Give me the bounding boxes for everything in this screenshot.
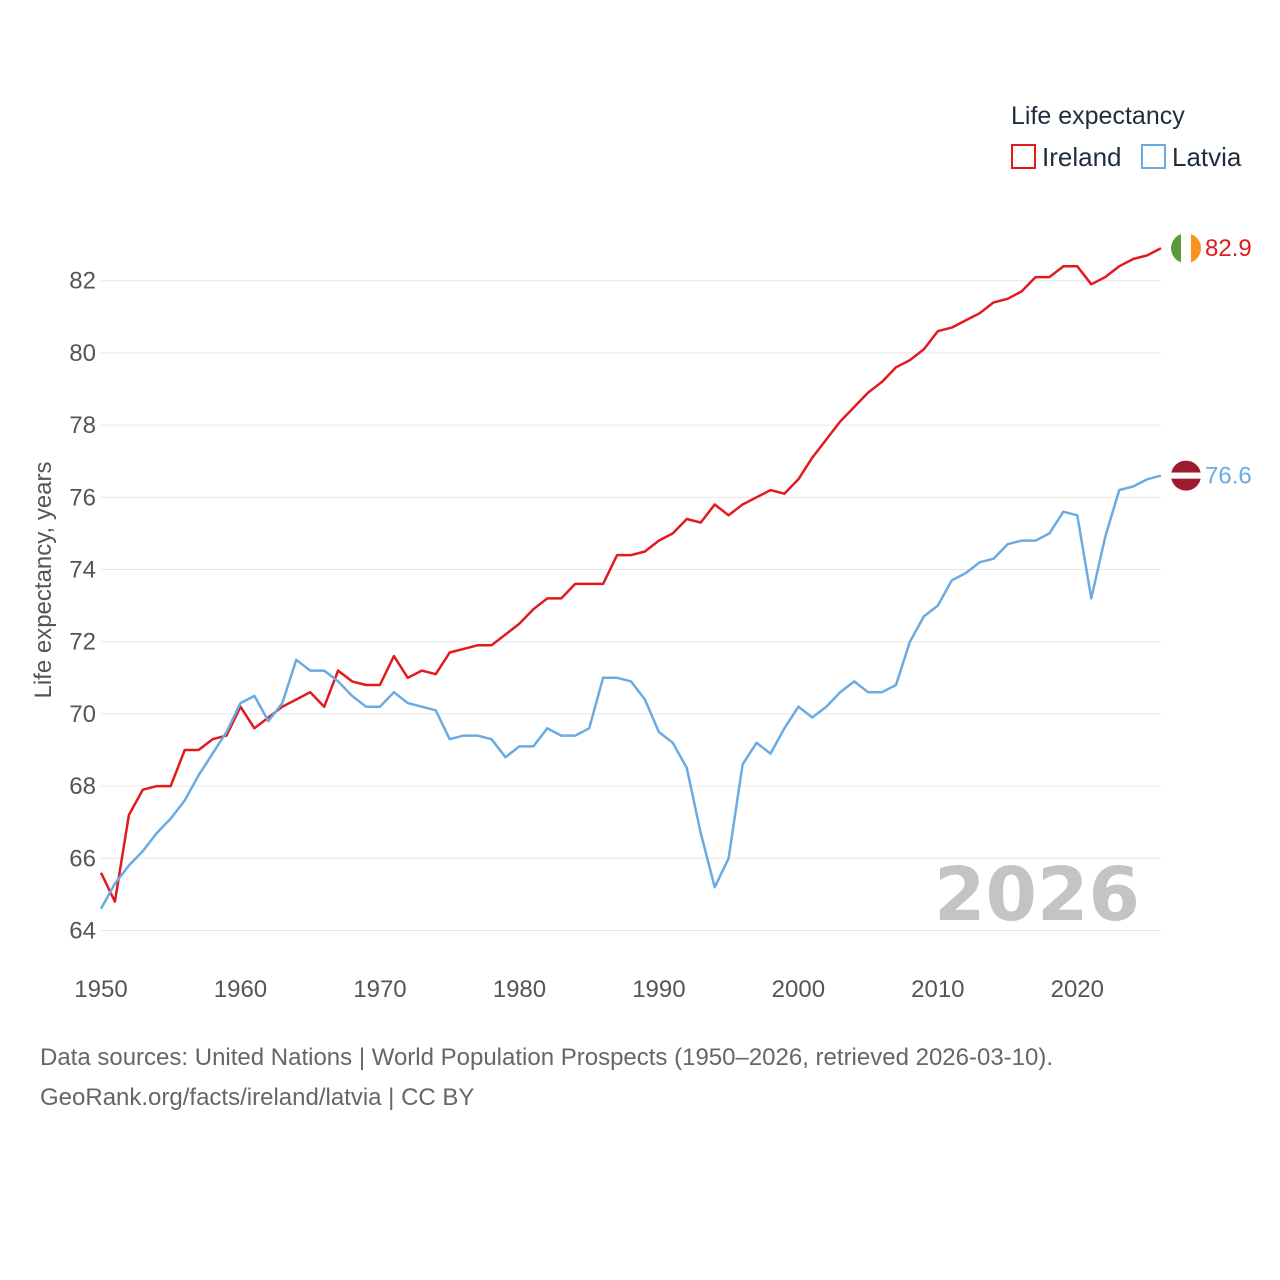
x-tick-label: 1950 <box>74 976 127 1003</box>
end-markers: 82.9 76.6 <box>1171 233 1252 491</box>
y-tick-label: 80 <box>69 340 96 367</box>
x-tick-label: 1970 <box>353 976 406 1003</box>
end-label-ireland: 82.9 <box>1205 235 1252 262</box>
legend-label-ireland[interactable]: Ireland <box>1042 142 1122 172</box>
grid-lines <box>101 280 1161 931</box>
y-tick-label: 72 <box>69 629 96 656</box>
y-tick-label: 70 <box>69 701 96 728</box>
x-tick-label: 2020 <box>1051 976 1104 1003</box>
footer-sources: Data sources: United Nations | World Pop… <box>40 1044 1054 1071</box>
y-tick-label: 78 <box>69 412 96 439</box>
legend-swatch-ireland[interactable] <box>1011 144 1036 169</box>
legend-label-latvia[interactable]: Latvia <box>1172 142 1242 172</box>
x-tick-label: 1980 <box>493 976 546 1003</box>
legend: Life expectancy Ireland Latvia <box>1011 102 1242 172</box>
x-tick-label: 1960 <box>214 976 267 1003</box>
y-tick-label: 82 <box>69 268 96 295</box>
y-tick-label: 64 <box>69 918 96 945</box>
series-lines <box>99 247 1162 910</box>
series-line-ireland[interactable] <box>99 247 1162 903</box>
y-tick-label: 74 <box>69 557 96 584</box>
end-label-latvia: 76.6 <box>1205 463 1252 490</box>
latvia-flag-icon <box>1171 460 1201 491</box>
year-watermark: 2026 <box>934 852 1140 938</box>
x-axis-ticks: 1950 1960 1970 1980 1990 2000 2010 2020 <box>74 976 1104 1003</box>
y-tick-label: 66 <box>69 845 96 872</box>
y-axis-label: Life expectancy, years <box>30 461 57 698</box>
x-tick-label: 2000 <box>772 976 825 1003</box>
y-tick-label: 76 <box>69 484 96 511</box>
series-line-latvia[interactable] <box>99 474 1162 910</box>
y-tick-label: 68 <box>69 773 96 800</box>
ireland-flag-icon <box>1171 233 1201 264</box>
legend-swatch-latvia[interactable] <box>1141 144 1166 169</box>
y-axis-ticks: 64 66 68 70 72 74 76 78 80 82 <box>69 268 96 945</box>
x-tick-label: 2010 <box>911 976 964 1003</box>
footer-attribution[interactable]: GeoRank.org/facts/ireland/latvia | CC BY <box>40 1084 475 1111</box>
x-tick-label: 1990 <box>632 976 685 1003</box>
legend-title: Life expectancy <box>1011 102 1185 130</box>
